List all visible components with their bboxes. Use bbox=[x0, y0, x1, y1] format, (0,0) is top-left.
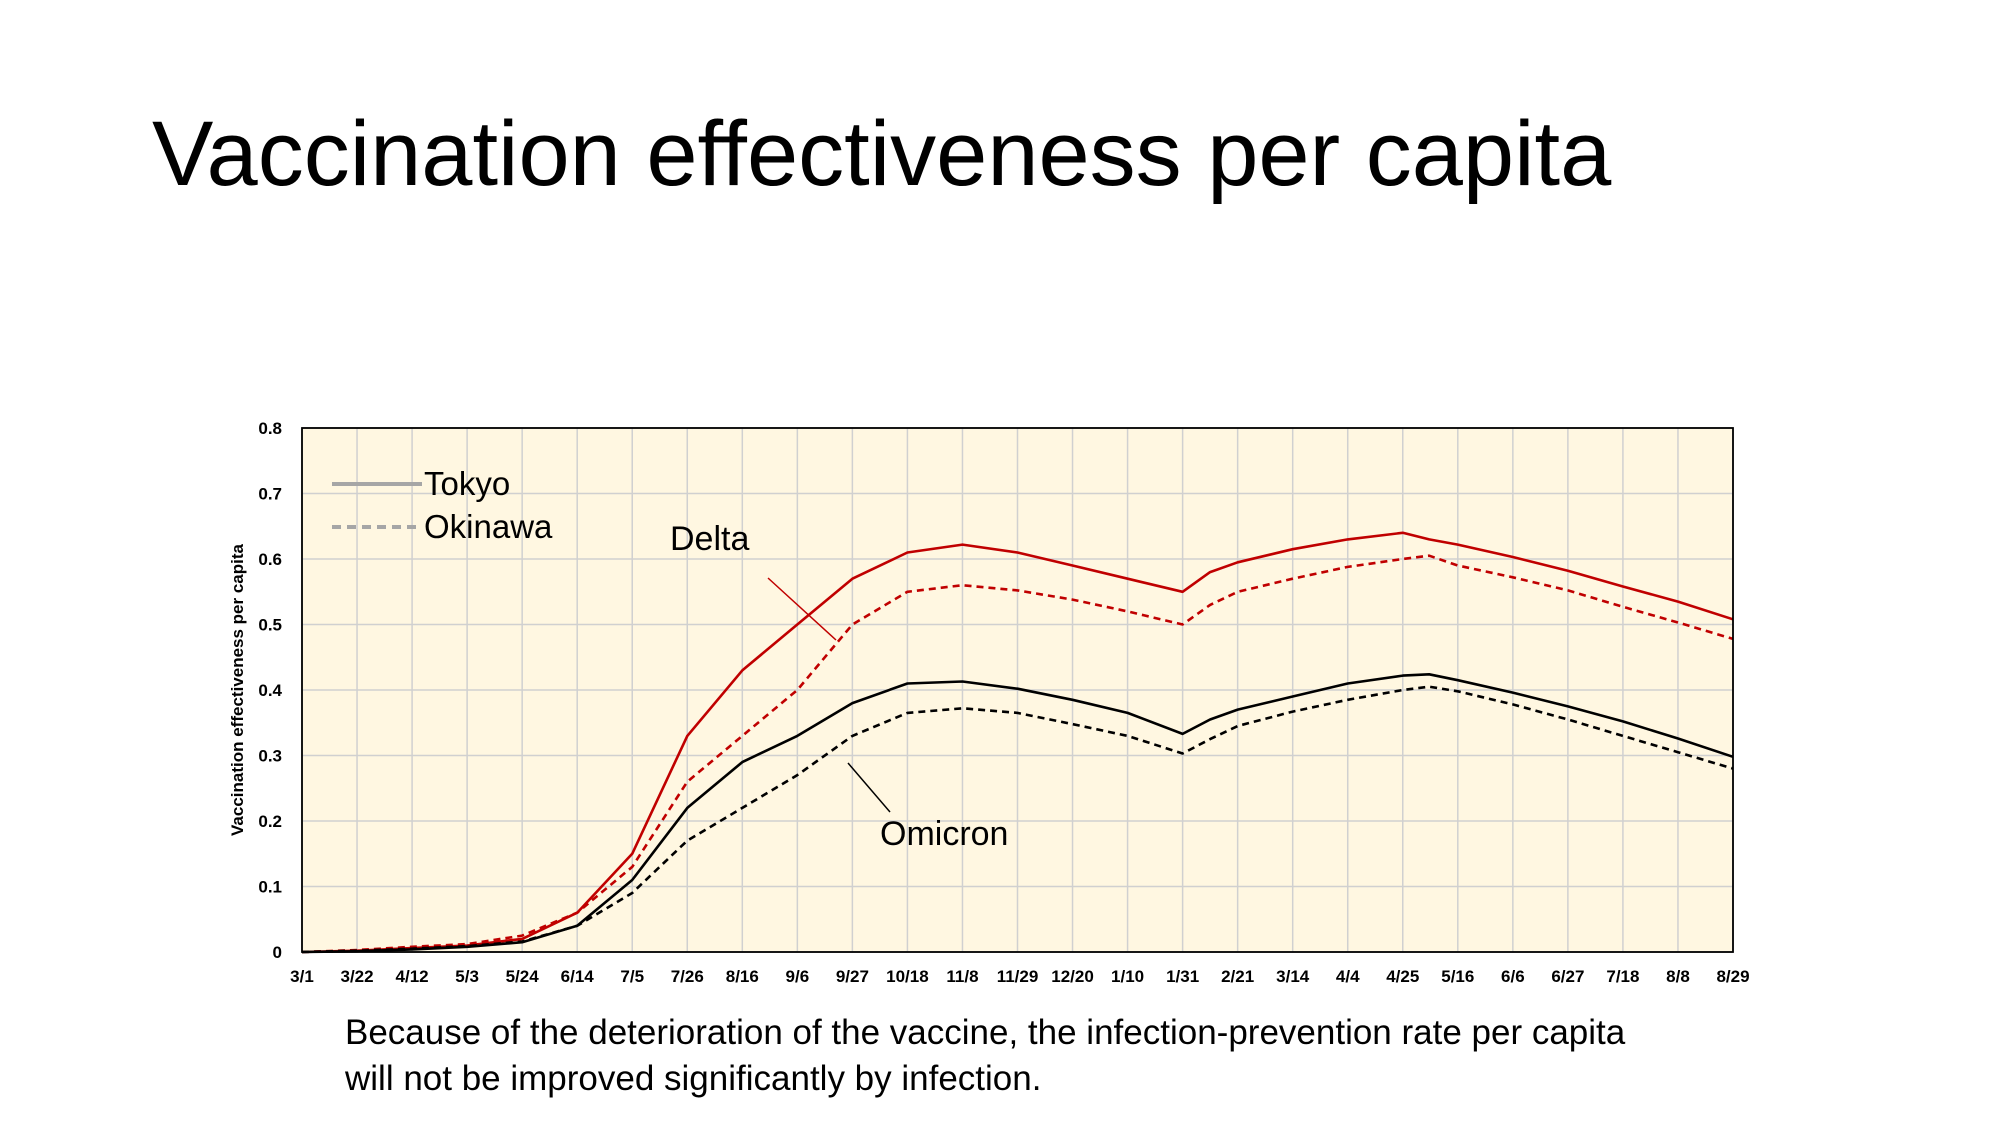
series-line-omicron-okinawa bbox=[301, 685, 1734, 954]
x-tick-label: 5/3 bbox=[455, 967, 479, 986]
x-tick-label: 7/26 bbox=[671, 967, 704, 986]
x-tick-label: 4/12 bbox=[396, 967, 429, 986]
y-tick-label: 0.3 bbox=[258, 747, 282, 766]
x-tick-label: 7/18 bbox=[1606, 967, 1639, 986]
legend-label-tokyo: Tokyo bbox=[424, 465, 510, 502]
x-tick-label: 6/6 bbox=[1501, 967, 1525, 986]
series-line-delta-okinawa bbox=[301, 554, 1734, 954]
x-tick-label: 4/4 bbox=[1336, 967, 1360, 986]
x-tick-label: 7/5 bbox=[620, 967, 644, 986]
y-axis-label: Vaccination effectiveness per capita bbox=[228, 543, 247, 836]
x-tick-label: 9/6 bbox=[786, 967, 810, 986]
annotation-omicron-leader bbox=[847, 762, 891, 813]
legend-label-okinawa: Okinawa bbox=[424, 508, 553, 545]
x-tick-label: 8/16 bbox=[726, 967, 759, 986]
x-tick-label: 2/21 bbox=[1221, 967, 1254, 986]
y-tick-label: 0.5 bbox=[258, 616, 282, 635]
x-tick-label: 9/27 bbox=[836, 967, 869, 986]
x-tick-label: 4/25 bbox=[1386, 967, 1419, 986]
y-tick-label: 0.8 bbox=[258, 419, 282, 438]
caption: Because of the deterioration of the vacc… bbox=[345, 1010, 1625, 1102]
y-tick-label: 0.7 bbox=[258, 485, 282, 504]
x-tick-label: 5/24 bbox=[506, 967, 540, 986]
y-tick-label: 0.4 bbox=[258, 681, 282, 700]
x-tick-label: 8/29 bbox=[1716, 967, 1749, 986]
annotation-delta: Delta bbox=[670, 520, 749, 558]
x-tick-label: 12/20 bbox=[1051, 967, 1094, 986]
caption-line-1: Because of the deterioration of the vacc… bbox=[345, 1013, 1626, 1052]
y-tick-label: 0.1 bbox=[258, 878, 282, 897]
x-tick-label: 3/22 bbox=[340, 967, 373, 986]
annotation-delta-leader bbox=[767, 577, 837, 641]
y-tick-label: 0 bbox=[273, 943, 282, 962]
series-line-delta-tokyo bbox=[301, 531, 1734, 954]
caption-line-2: will not be improved significantly by in… bbox=[345, 1059, 1042, 1098]
x-tick-label: 3/14 bbox=[1276, 967, 1310, 986]
x-tick-label: 6/27 bbox=[1551, 967, 1584, 986]
x-tick-label: 5/16 bbox=[1441, 967, 1474, 986]
x-tick-label: 1/31 bbox=[1166, 967, 1199, 986]
y-tick-label: 0.6 bbox=[258, 550, 282, 569]
x-tick-label: 3/1 bbox=[290, 967, 314, 986]
plot-frame bbox=[301, 427, 1734, 953]
x-tick-label: 11/29 bbox=[997, 967, 1039, 986]
x-tick-label: 1/10 bbox=[1111, 967, 1144, 986]
x-tick-label: 11/8 bbox=[946, 967, 978, 986]
annotation-omicron: Omicron bbox=[880, 815, 1008, 853]
x-tick-label: 6/14 bbox=[561, 967, 595, 986]
y-tick-label: 0.2 bbox=[258, 812, 282, 831]
page-title: Vaccination effectiveness per capita bbox=[152, 103, 1612, 205]
x-tick-label: 10/18 bbox=[886, 967, 929, 986]
x-tick-label: 8/8 bbox=[1666, 967, 1690, 986]
